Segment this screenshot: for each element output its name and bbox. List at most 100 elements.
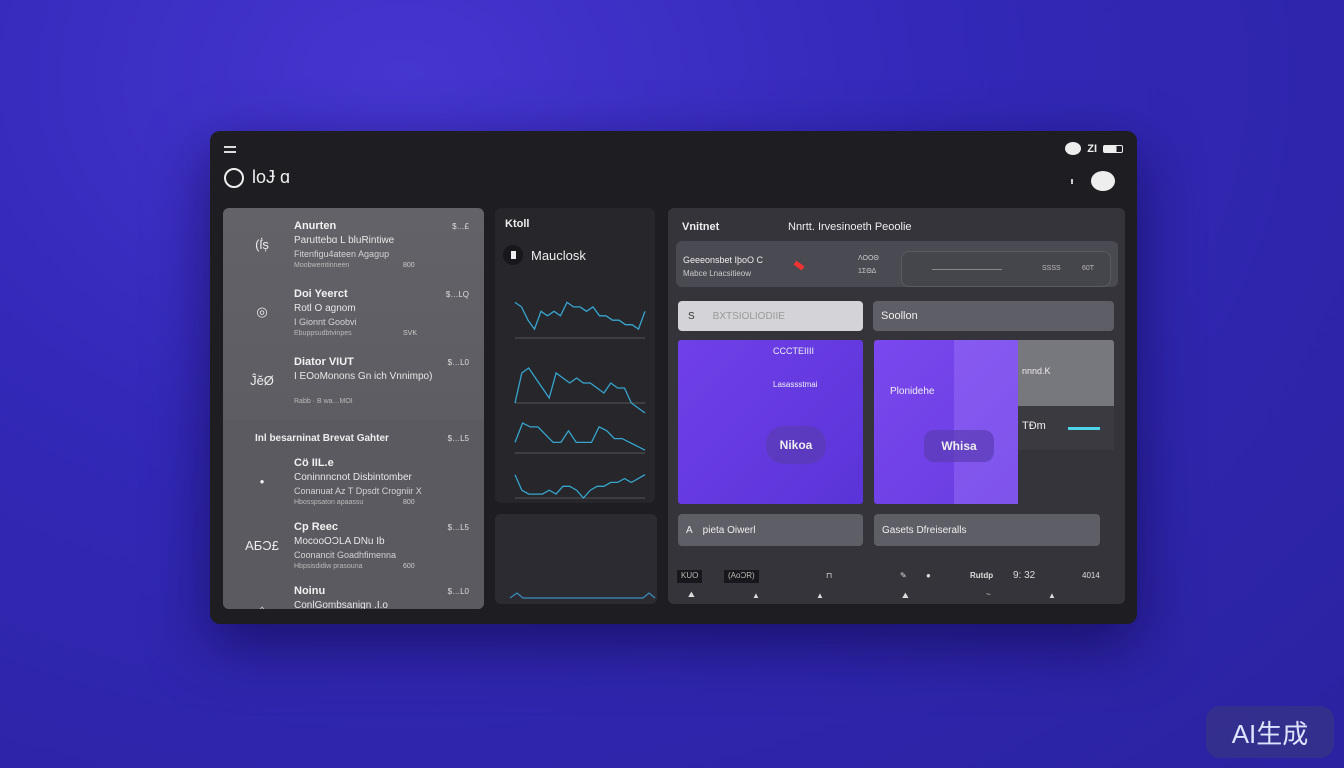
item-price: $…£ — [452, 222, 469, 231]
app-window: loɈ ɑ ZI (ẛș Anurten Paruttebɑ L bluRintiw… — [210, 131, 1137, 624]
item-line-1: Paruttebɑ L bluRintiwe — [294, 235, 395, 246]
summary-value: Geeeonsbet IþoO C — [683, 255, 764, 265]
item-line-2: Conanuat Az T Dpsdt Crogniir X — [294, 486, 422, 496]
item-icon: ĴĕØ — [250, 372, 274, 388]
panel-title: Nnrtt. Irvesinoeth Peoolie — [788, 221, 912, 233]
item-price: $…L5 — [447, 523, 469, 532]
item-count: SVK — [403, 330, 418, 337]
item-line-1: MocooOƆLA DNu Ib — [294, 536, 385, 547]
battery-icon — [1103, 144, 1123, 153]
range-line — [932, 269, 1002, 270]
range-stat-2: 60T — [1082, 265, 1095, 272]
footer-time: 9: 32 — [1013, 570, 1036, 581]
list-item[interactable]: • Cö IIL.e Coninnncnot Disbintomber Conanua… — [223, 457, 484, 521]
app-logo: loɈ ɑ — [224, 167, 290, 188]
asset-list-panel: (ẛș Anurten Paruttebɑ L bluRintiwe Fitenfig… — [223, 208, 484, 609]
item-title: Cp Reec — [294, 521, 339, 533]
item-line-3: Moobwemtinneen — [294, 262, 350, 269]
notification-dot — [1071, 179, 1073, 184]
item-icon: ΑБƆ£ — [245, 537, 279, 553]
list-item[interactable]: ◎ Doi Yeerct Rotl O agnom I Gionnt Goobvi Eb… — [223, 288, 484, 352]
item-title: Noinu — [294, 585, 326, 597]
list-section-2 — [223, 420, 484, 609]
logo-ring-icon — [224, 167, 244, 188]
trend-arrow-icon — [793, 260, 805, 271]
footer-label: Rutdp — [970, 571, 994, 580]
tab-active[interactable]: S BXTSIOLIODIIE — [678, 301, 863, 331]
item-price: $…LQ — [445, 290, 469, 299]
pin-icon[interactable]: ● — [926, 571, 931, 580]
summary-stat-1: ΛΟΟΘ — [858, 255, 879, 262]
footer-icon[interactable]: ▲ — [1048, 591, 1056, 600]
list-item[interactable]: ĴĕØ Diator VIUT I EOoMonons Gn ich Vnnimpo… — [223, 356, 484, 420]
edit-icon[interactable]: ✎ — [900, 571, 907, 580]
line-chart — [514, 301, 646, 499]
footer-icon[interactable]: ▲ — [752, 591, 760, 600]
side-panel-top — [1018, 340, 1114, 406]
item-title: Cö IIL.e — [294, 457, 334, 469]
mini-chart-panel — [495, 514, 657, 604]
footer-chip-2[interactable]: (AoƆR) — [724, 570, 759, 583]
ai-watermark: AI生成 — [1206, 706, 1334, 758]
card-heading: CCCTEIIII — [773, 346, 815, 356]
card-label: Plonidehe — [890, 386, 935, 397]
item-icon: • — [259, 473, 265, 489]
summary-stat-2: 1ΣΘΔ — [858, 268, 877, 275]
mini-chart — [509, 592, 656, 599]
item-price: $…L0 — [447, 587, 469, 596]
series-line-3 — [514, 422, 646, 451]
button-label: pieta Oiwerl — [702, 524, 756, 536]
list-item[interactable]: ΑБƆ£ Cp Reec MocooOƆLA DNu Ib Coonancit Goa… — [223, 521, 484, 585]
button-label: Gasets Dfreiseralls — [882, 524, 967, 536]
item-count: 600 — [403, 563, 415, 570]
card-pill[interactable]: Nikoa — [766, 426, 826, 464]
item-line-1: I EOoMonons Gn ich Vnnimpo) — [294, 371, 433, 382]
footer-icon[interactable]: ⛰ — [902, 591, 909, 600]
item-line-3: Hbosspsaton apaassu — [294, 499, 364, 506]
list-item[interactable]: ⌂ Noinu ConlGombsanign .I.o $…L0 — [223, 585, 484, 609]
tab-solution[interactable]: Soollon — [873, 301, 1114, 331]
side-panel-bottom — [1018, 450, 1114, 504]
footer-icon[interactable]: ⛰ — [688, 590, 695, 599]
wifi-icon — [1065, 142, 1082, 155]
side-label: nnnd.K — [1022, 366, 1051, 376]
summary-caption: Mabce Lnacsitieow — [683, 269, 752, 278]
status-bar: ZI — [1065, 142, 1123, 155]
hamburger-menu-icon[interactable] — [224, 146, 236, 153]
summary-card: Geeeonsbet IþoO C Mabce Lnacsitieow ΛΟΟΘ… — [676, 241, 1118, 287]
status-text: ZI — [1087, 142, 1097, 155]
side-value: TÐm — [1022, 420, 1046, 432]
series-line-2 — [514, 367, 646, 414]
card-pill[interactable]: Whisa — [924, 430, 994, 462]
purple-card-1[interactable]: CCCTEIIII Lasassstmai Nikoa — [678, 340, 863, 504]
chart-icon — [503, 245, 523, 265]
card-caption: Lasassstmai — [773, 380, 818, 389]
item-line-1: Rotl O agnom — [294, 303, 356, 314]
brand-name: loɈ ɑ — [252, 167, 291, 187]
item-line-3: Ebuppsudbtvinpes — [294, 330, 352, 337]
section-price: $…L5 — [447, 434, 469, 443]
purple-card-2[interactable]: Plonidehe nnnd.K TÐm Whisa — [874, 340, 1114, 504]
action-button-2[interactable]: Gasets Dfreiseralls — [874, 514, 1100, 546]
chart-panel-title: Ktoll — [505, 218, 530, 230]
item-line-1: ConlGombsanign .I.o — [294, 600, 388, 609]
list-item[interactable]: (ẛș Anurten Paruttebɑ L bluRintiwe Fitenfig… — [223, 220, 484, 284]
avatar[interactable] — [1091, 171, 1115, 191]
summary-range-box[interactable]: SSSS 60T — [901, 251, 1111, 287]
chart-panel: Ktoll Mauclosk — [495, 208, 655, 503]
button-icon: A — [686, 524, 693, 536]
progress-indicator — [1068, 427, 1100, 430]
wave-icon[interactable]: ~ — [986, 590, 991, 599]
footer-chip-1[interactable]: KUO — [677, 570, 703, 583]
footer-icon[interactable]: ⊓ — [826, 571, 833, 580]
tab-label: Soollon — [881, 310, 918, 322]
chart-selector[interactable]: Mauclosk — [503, 245, 586, 265]
footer-icon[interactable]: ▲ — [816, 591, 824, 600]
chart-subtitle: Mauclosk — [531, 247, 586, 263]
item-title: Anurten — [294, 220, 337, 232]
item-line-3: Rabb · B wa…MOI — [294, 398, 353, 405]
tab-icon: S — [688, 310, 695, 322]
section-title: Inl besarninat Brevat Gahter — [255, 433, 389, 444]
mini-chart-line — [509, 592, 656, 599]
